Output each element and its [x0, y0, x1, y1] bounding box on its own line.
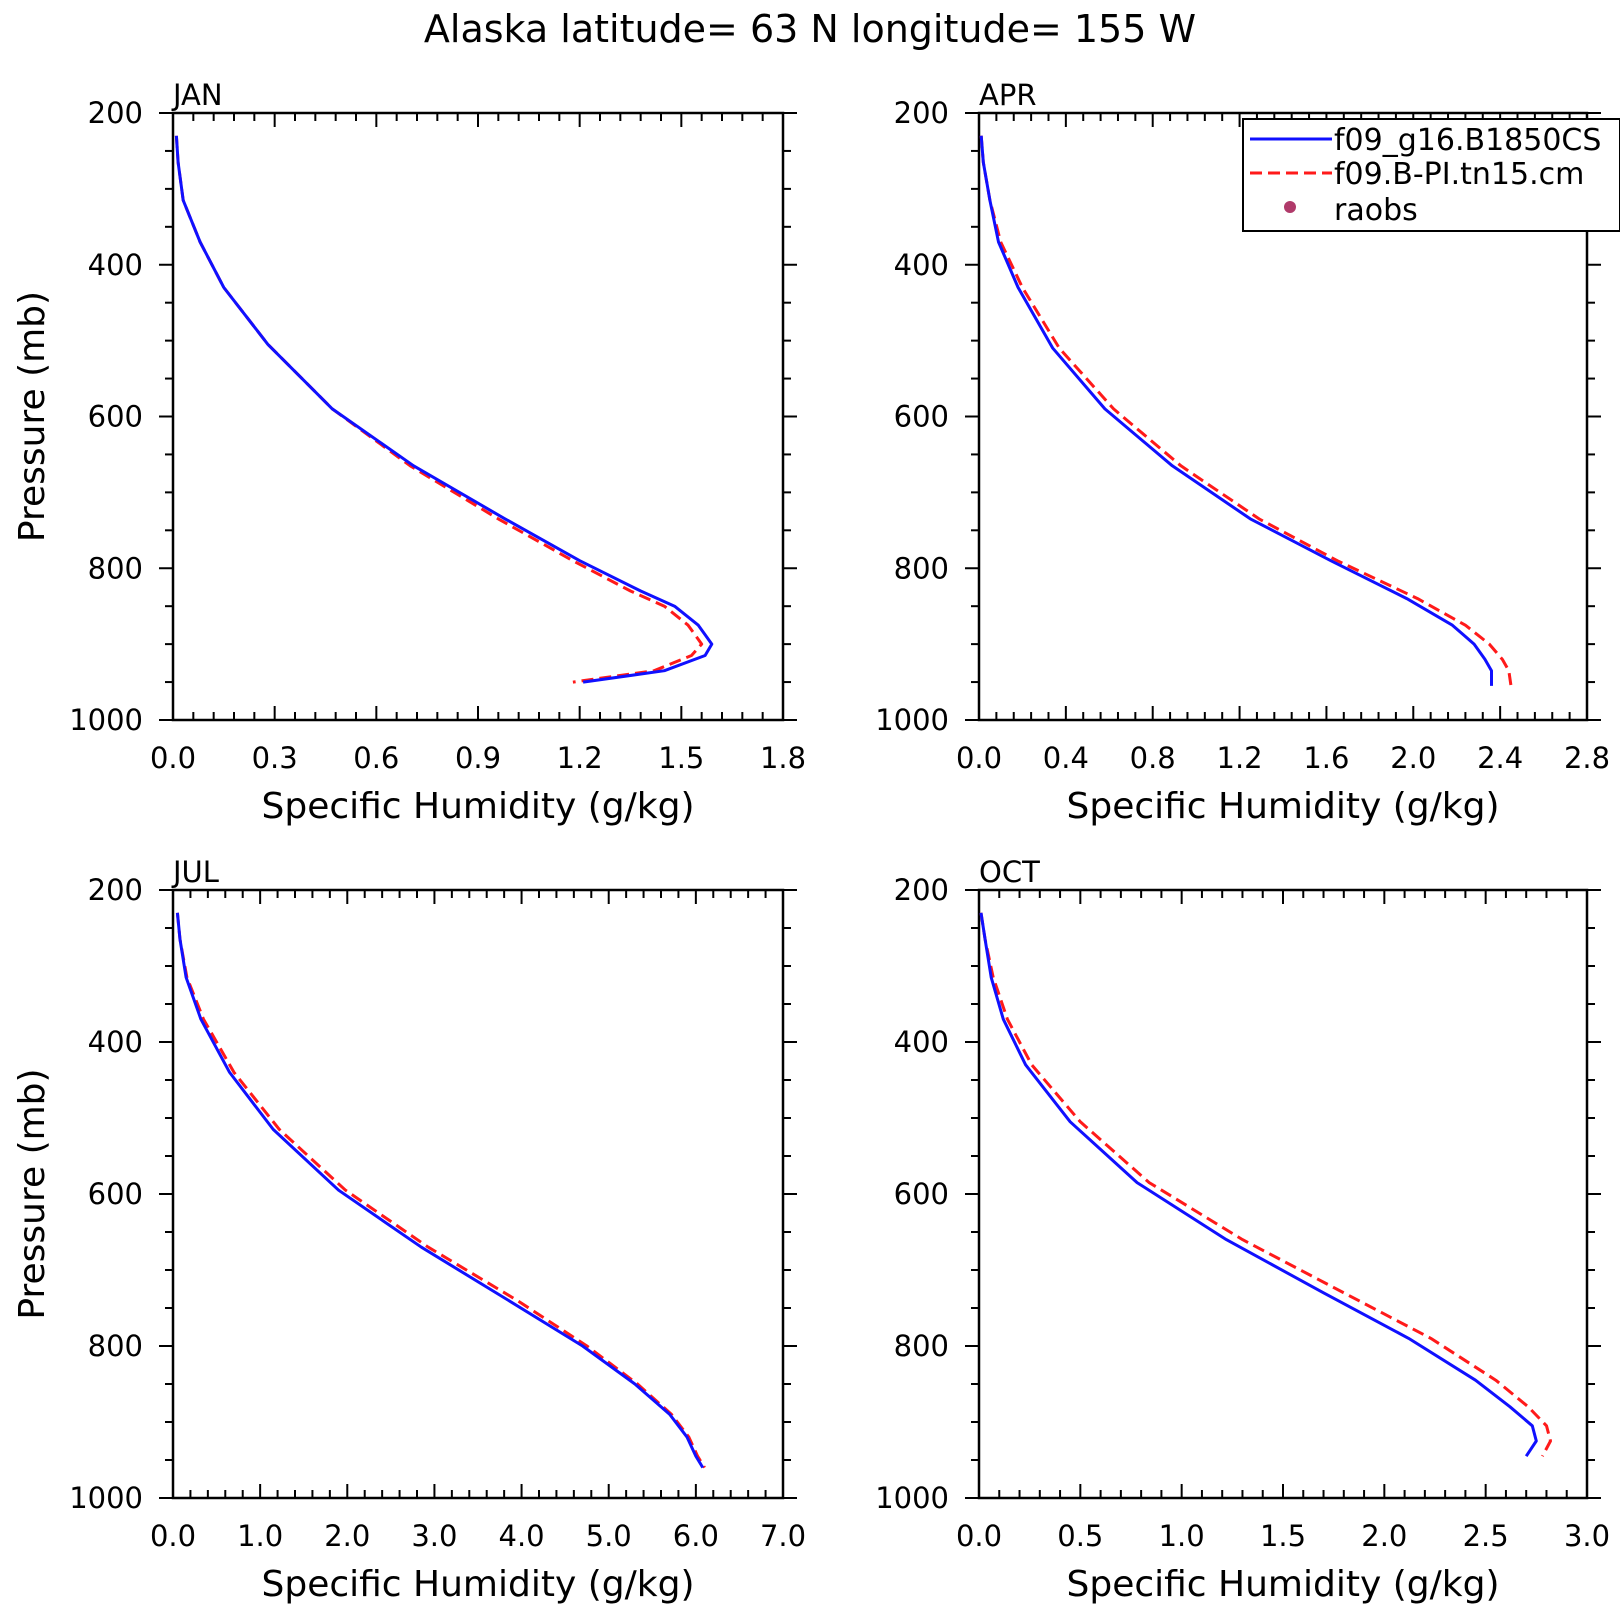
y-tick-label: 400: [88, 1025, 143, 1059]
x-axis-label: Specific Humidity (g/kg): [261, 1564, 694, 1605]
x-tick-label: 2.4: [1477, 741, 1523, 775]
series-line-f09-g16: [979, 912, 1538, 1458]
y-tick-label: 400: [894, 248, 949, 282]
x-axis-label: Specific Humidity (g/kg): [261, 786, 694, 827]
y-tick-label: 800: [894, 551, 949, 585]
y-tick-label: 1000: [875, 703, 949, 737]
y-tick-label: 400: [88, 248, 143, 282]
x-tick-label: 0.3: [252, 741, 298, 775]
x-tick-label: 0.0: [956, 741, 1002, 775]
legend-label: f09_g16.B1850CS: [1334, 123, 1601, 158]
x-tick-label: 0.6: [353, 741, 399, 775]
x-tick-label: 0.9: [455, 741, 501, 775]
y-tick-label: 200: [88, 96, 143, 130]
legend-marker-raobs: [1284, 201, 1296, 213]
x-tick-label: 1.5: [658, 741, 704, 775]
x-tick-label: 2.0: [1361, 1519, 1407, 1553]
panel-apr: APR 0.0 0.4 0.8 1.2 1.6 2.0 2.4 2.8 200 400 600 800 1…: [875, 78, 1610, 827]
x-tick-label: 0.0: [150, 1519, 196, 1553]
x-tick-label: 1.8: [760, 741, 806, 775]
x-tick-label: 1.6: [1303, 741, 1349, 775]
figure-title: Alaska latitude= 63 N longitude= 155 W: [424, 7, 1196, 51]
x-tick-label: 0.0: [150, 741, 196, 775]
y-tick-label: 400: [894, 1025, 949, 1059]
y-tick-label: 800: [88, 1329, 143, 1363]
y-tick-label: 800: [88, 551, 143, 585]
panel-jul: JUL 0.0 1.0 2.0 3.0 4.0 5.0 6.0 7.0 200 400 600 800 1…: [12, 855, 806, 1605]
x-tick-label: 0.8: [1130, 741, 1176, 775]
y-tick-label: 800: [894, 1329, 949, 1363]
x-tick-label: 0.5: [1057, 1519, 1103, 1553]
x-tick-label: 6.0: [673, 1519, 719, 1553]
panel-label: APR: [979, 78, 1036, 112]
x-tick-label: 0.0: [956, 1519, 1002, 1553]
panel-oct: OCT 0.0 0.5 1.0 1.5 2.0 2.5 3.0 200 400 600 800 1000…: [875, 855, 1610, 1605]
legend-label: raobs: [1334, 193, 1418, 228]
x-axis-label: Specific Humidity (g/kg): [1066, 1564, 1499, 1605]
panel-label: JUL: [171, 855, 219, 889]
x-tick-label: 1.5: [1260, 1519, 1306, 1553]
y-tick-label: 600: [88, 400, 143, 434]
series-line-f09-g16: [979, 135, 1493, 686]
x-tick-label: 3.0: [1564, 1519, 1610, 1553]
y-tick-label: 1000: [69, 1481, 143, 1515]
x-tick-label: 1.2: [557, 741, 603, 775]
x-tick-label: 1.0: [237, 1519, 283, 1553]
y-axis-label: Pressure (mb): [12, 1068, 53, 1319]
x-axis-label: Specific Humidity (g/kg): [1066, 786, 1499, 827]
y-tick-label: 1000: [69, 703, 143, 737]
x-tick-label: 1.0: [1159, 1519, 1205, 1553]
x-tick-label: 7.0: [760, 1519, 806, 1553]
series-line-f09-g16: [174, 135, 714, 684]
legend-label: f09.B-PI.tn15.cm: [1334, 157, 1584, 192]
x-tick-label: 2.0: [1390, 741, 1436, 775]
series-line-f09-g16: [175, 912, 705, 1469]
x-tick-label: 4.0: [499, 1519, 545, 1553]
y-tick-label: 600: [894, 1177, 949, 1211]
y-tick-label: 200: [894, 873, 949, 907]
series-line-f09-b-pi: [979, 912, 1552, 1457]
panel-label: JAN: [171, 78, 223, 112]
panel-jan: JAN 0.0 0.3 0.6 0.9 1.2 1.5 1.8 200 400 600 800 1000…: [12, 78, 806, 827]
x-tick-label: 2.0: [324, 1519, 370, 1553]
y-tick-label: 1000: [875, 1481, 949, 1515]
series-line-f09-b-pi: [979, 135, 1513, 687]
panel-label: OCT: [979, 855, 1040, 889]
y-tick-label: 200: [894, 96, 949, 130]
x-tick-label: 5.0: [586, 1519, 632, 1553]
y-tick-label: 600: [88, 1177, 143, 1211]
y-tick-label: 200: [88, 873, 143, 907]
x-tick-label: 2.5: [1463, 1519, 1509, 1553]
x-tick-label: 1.2: [1217, 741, 1263, 775]
y-axis-label: Pressure (mb): [12, 291, 53, 542]
x-tick-label: 0.4: [1043, 741, 1089, 775]
x-tick-label: 3.0: [411, 1519, 457, 1553]
x-tick-label: 2.8: [1564, 741, 1610, 775]
y-tick-label: 600: [894, 400, 949, 434]
